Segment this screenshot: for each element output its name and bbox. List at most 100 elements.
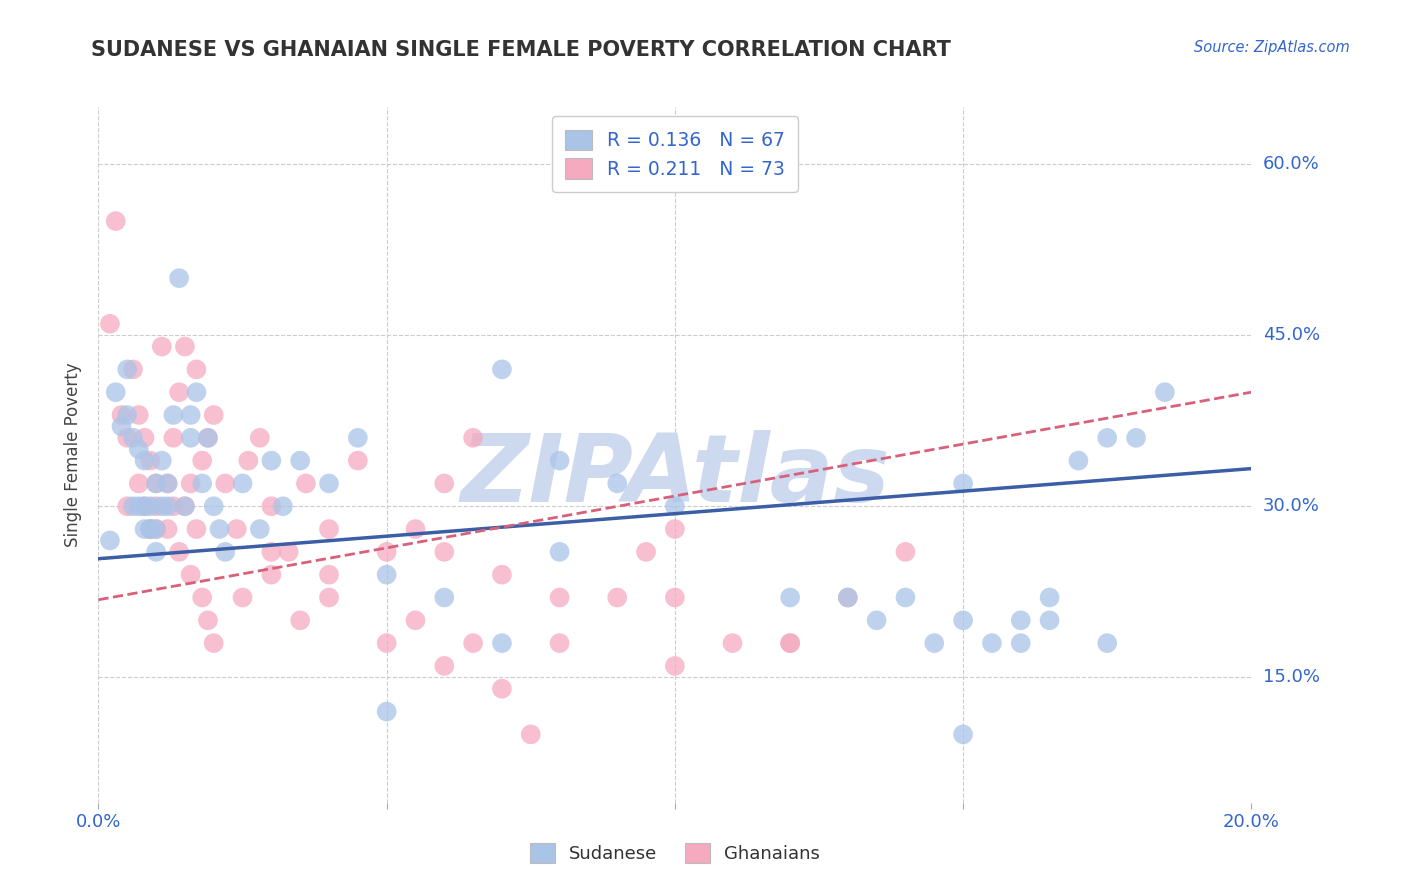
Point: [837, 591, 859, 605]
Point: [375, 636, 398, 650]
Point: [346, 431, 368, 445]
Point: [191, 591, 214, 605]
Point: [249, 522, 271, 536]
Point: [277, 545, 299, 559]
Point: [433, 545, 456, 559]
Point: [174, 340, 197, 354]
Text: 15.0%: 15.0%: [1263, 668, 1320, 686]
Point: [174, 500, 197, 514]
Point: [1038, 613, 1062, 627]
Point: [139, 522, 162, 536]
Point: [375, 545, 398, 559]
Point: [98, 317, 121, 331]
Point: [150, 340, 173, 354]
Point: [290, 453, 312, 467]
Text: 30.0%: 30.0%: [1263, 497, 1320, 516]
Point: [1010, 636, 1032, 650]
Point: [779, 636, 801, 650]
Point: [1097, 636, 1119, 650]
Point: [461, 636, 484, 650]
Point: [491, 636, 513, 650]
Point: [260, 545, 283, 559]
Text: SUDANESE VS GHANAIAN SINGLE FEMALE POVERTY CORRELATION CHART: SUDANESE VS GHANAIAN SINGLE FEMALE POVER…: [91, 40, 952, 60]
Point: [134, 500, 156, 514]
Point: [145, 476, 167, 491]
Point: [1153, 385, 1175, 400]
Point: [162, 408, 184, 422]
Point: [197, 431, 219, 445]
Point: [894, 591, 917, 605]
Point: [837, 591, 859, 605]
Point: [98, 533, 121, 548]
Point: [952, 476, 974, 491]
Point: [346, 453, 368, 467]
Point: [145, 500, 167, 514]
Point: [260, 500, 283, 514]
Point: [894, 545, 917, 559]
Point: [318, 522, 340, 536]
Point: [156, 476, 179, 491]
Point: [186, 385, 208, 400]
Point: [150, 453, 173, 467]
Point: [150, 500, 173, 514]
Point: [606, 476, 628, 491]
Point: [491, 567, 513, 582]
Point: [122, 500, 145, 514]
Point: [180, 408, 202, 422]
Point: [202, 408, 225, 422]
Point: [664, 500, 686, 514]
Y-axis label: Single Female Poverty: Single Female Poverty: [65, 363, 83, 547]
Legend: Sudanese, Ghanaians: Sudanese, Ghanaians: [519, 832, 831, 874]
Text: 60.0%: 60.0%: [1263, 155, 1320, 173]
Point: [156, 500, 179, 514]
Point: [167, 271, 190, 285]
Point: [260, 567, 283, 582]
Point: [128, 476, 150, 491]
Point: [606, 591, 628, 605]
Point: [197, 431, 219, 445]
Point: [128, 408, 150, 422]
Point: [375, 567, 398, 582]
Text: ZIPAtlas: ZIPAtlas: [460, 430, 890, 522]
Point: [156, 476, 179, 491]
Point: [162, 431, 184, 445]
Point: [231, 476, 254, 491]
Point: [1067, 453, 1090, 467]
Point: [186, 522, 208, 536]
Point: [214, 545, 236, 559]
Point: [238, 453, 260, 467]
Point: [122, 362, 145, 376]
Point: [249, 431, 271, 445]
Point: [167, 545, 190, 559]
Point: [174, 500, 197, 514]
Point: [548, 591, 571, 605]
Point: [664, 659, 686, 673]
Point: [110, 408, 132, 422]
Point: [295, 476, 318, 491]
Point: [191, 476, 214, 491]
Point: [1125, 431, 1147, 445]
Point: [128, 500, 150, 514]
Point: [117, 431, 138, 445]
Point: [180, 567, 202, 582]
Text: Source: ZipAtlas.com: Source: ZipAtlas.com: [1194, 40, 1350, 55]
Point: [139, 500, 162, 514]
Point: [202, 500, 225, 514]
Point: [122, 431, 145, 445]
Point: [208, 522, 231, 536]
Point: [375, 705, 398, 719]
Point: [491, 681, 513, 696]
Point: [180, 476, 202, 491]
Point: [405, 613, 427, 627]
Point: [104, 214, 127, 228]
Point: [156, 522, 179, 536]
Point: [180, 431, 202, 445]
Point: [779, 591, 801, 605]
Point: [1010, 613, 1032, 627]
Point: [952, 727, 974, 741]
Point: [1097, 431, 1119, 445]
Point: [779, 636, 801, 650]
Point: [922, 636, 945, 650]
Point: [290, 613, 312, 627]
Point: [134, 431, 156, 445]
